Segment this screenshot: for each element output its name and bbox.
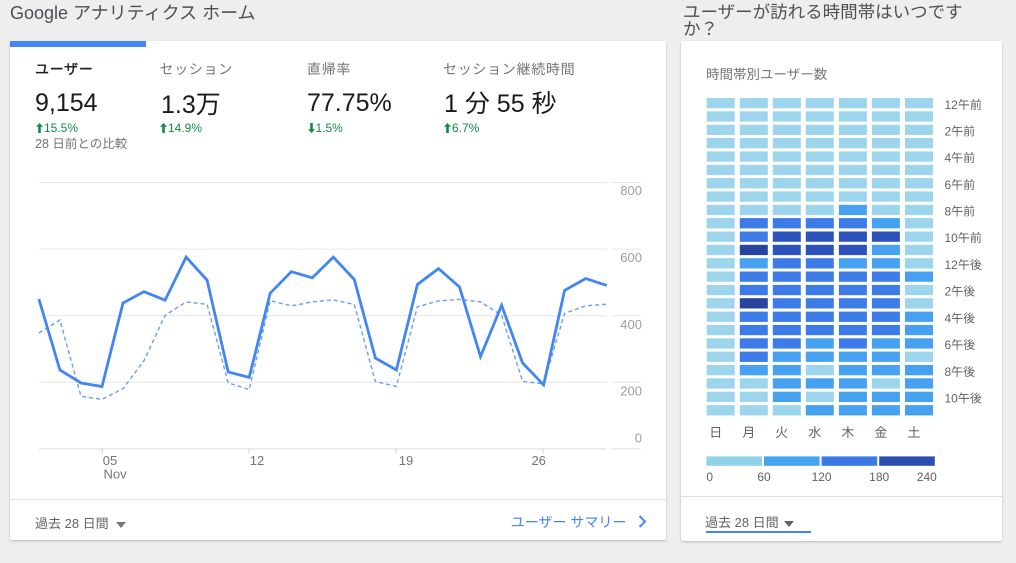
svg-text:0: 0 [635,431,642,446]
svg-text:土: 土 [907,425,920,440]
svg-text:120: 120 [812,470,832,484]
svg-text:26: 26 [531,453,545,468]
svg-text:60: 60 [757,470,771,484]
svg-text:6午前: 6午前 [945,178,976,192]
svg-text:木: 木 [841,425,854,440]
svg-text:12: 12 [250,453,264,468]
svg-text:日: 日 [709,425,722,440]
svg-text:Nov: Nov [104,467,128,482]
svg-text:月: 月 [742,425,755,440]
svg-text:6午後: 6午後 [945,338,976,352]
svg-text:12午前: 12午前 [945,98,982,112]
svg-text:10午前: 10午前 [945,231,982,245]
svg-text:800: 800 [620,183,642,198]
svg-text:火: 火 [775,425,788,440]
svg-text:19: 19 [399,453,413,468]
svg-text:2午後: 2午後 [945,285,976,299]
svg-text:金: 金 [874,425,887,440]
svg-text:4午後: 4午後 [945,311,976,325]
svg-text:4午前: 4午前 [945,151,976,165]
svg-text:05: 05 [103,453,117,468]
svg-text:8午後: 8午後 [945,365,976,379]
svg-text:180: 180 [869,470,889,484]
svg-text:2午前: 2午前 [945,125,976,139]
svg-text:0: 0 [706,470,713,484]
svg-text:400: 400 [620,317,642,332]
svg-text:240: 240 [917,470,937,484]
svg-text:600: 600 [620,250,642,265]
svg-text:12午後: 12午後 [945,258,982,272]
svg-text:200: 200 [620,384,642,399]
svg-text:8午前: 8午前 [945,205,976,219]
svg-text:水: 水 [808,425,821,440]
svg-text:10午後: 10午後 [945,391,982,405]
